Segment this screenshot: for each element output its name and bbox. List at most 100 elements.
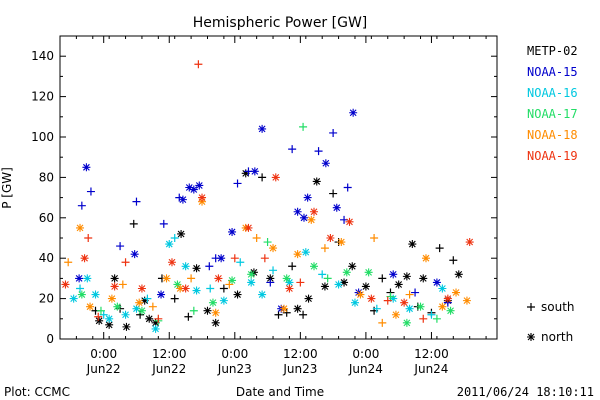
x-tick-label-time: 0:00: [221, 347, 248, 361]
north-point: [151, 324, 160, 333]
south-point: [129, 219, 138, 228]
north-point: [332, 203, 341, 212]
x-tick-label-date: Jun22: [151, 362, 186, 376]
north-point: [337, 238, 346, 247]
north-point: [173, 280, 182, 289]
north-point: [113, 302, 122, 311]
north-point: [192, 286, 201, 295]
south-point: [299, 310, 308, 319]
north-point: [402, 272, 411, 281]
north-point: [405, 304, 414, 313]
x-tick-label-date: Jun22: [86, 362, 121, 376]
south-point: [378, 318, 387, 327]
data-points: [61, 60, 474, 333]
south-point: [258, 173, 267, 182]
marker-legend-label-north: north: [541, 330, 573, 344]
north-point: [334, 280, 343, 289]
south-point: [274, 310, 283, 319]
y-tick-label: 60: [39, 211, 54, 225]
north-point: [400, 298, 409, 307]
north-point: [320, 282, 329, 291]
north-point: [443, 294, 452, 303]
north-point: [310, 262, 319, 271]
north-point: [293, 207, 302, 216]
north-point: [208, 298, 217, 307]
north-point: [247, 278, 256, 287]
north-point: [137, 284, 146, 293]
south-point: [427, 310, 436, 319]
north-point: [299, 213, 308, 222]
south-point: [411, 288, 420, 297]
x-tick-label-date: Jun24: [348, 362, 383, 376]
south-point: [159, 219, 168, 228]
south-point: [84, 234, 93, 242]
north-point: [110, 282, 119, 291]
south-point: [76, 284, 85, 293]
south-point: [372, 304, 381, 313]
north-point: [241, 169, 250, 178]
north-point: [75, 274, 84, 283]
north-point: [452, 288, 461, 297]
north-point: [269, 244, 278, 253]
north-point: [140, 296, 149, 305]
legend-entry-noaa-17: NOAA-17: [527, 107, 578, 121]
south-point: [175, 193, 184, 202]
legend-entry-noaa-19: NOAA-19: [527, 149, 578, 163]
north-point: [76, 223, 85, 232]
north-point: [340, 278, 349, 287]
south-point: [170, 234, 179, 242]
south-point: [99, 310, 108, 319]
north-point: [416, 302, 425, 311]
north-point: [181, 262, 190, 271]
south-point: [329, 189, 338, 198]
south-point: [233, 179, 242, 188]
north-point: [69, 294, 78, 303]
plot-timestamp: 2011/06/24 18:10:11: [457, 385, 594, 399]
marker-legend-label-south: south: [541, 300, 575, 314]
north-point: [77, 290, 86, 299]
south-point: [64, 258, 73, 267]
north-point: [233, 290, 242, 299]
series-metp-02: [91, 169, 463, 331]
south-point: [449, 256, 458, 265]
south-point: [116, 242, 125, 251]
south-point: [329, 128, 338, 137]
north-point: [211, 308, 220, 317]
north-point: [177, 229, 186, 238]
north-point: [105, 320, 114, 329]
north-point: [349, 108, 358, 117]
north-point: [419, 274, 428, 283]
x-tick-label-time: 12:00: [414, 347, 449, 361]
south-point: [77, 201, 86, 210]
north-point: [107, 294, 116, 303]
north-point: [304, 294, 313, 303]
south-point: [269, 266, 278, 275]
south-point: [187, 274, 196, 283]
marker-legend-symbol-north: [527, 333, 535, 341]
north-point: [258, 290, 267, 299]
south-point: [266, 278, 275, 287]
south-point: [320, 244, 329, 253]
north-point: [465, 238, 474, 247]
south-point: [318, 270, 327, 279]
north-point: [271, 173, 280, 182]
north-point: [86, 302, 95, 311]
south-point: [282, 308, 291, 317]
south-point: [86, 187, 95, 196]
y-tick-label: 0: [46, 332, 54, 346]
north-point: [189, 185, 198, 194]
north-point: [219, 296, 228, 305]
north-point: [192, 264, 201, 273]
series-noaa-15: [75, 108, 452, 313]
north-point: [342, 268, 351, 277]
north-point: [293, 250, 302, 259]
north-point: [130, 250, 139, 259]
north-point: [285, 284, 294, 293]
north-point: [321, 159, 330, 168]
north-point: [266, 274, 275, 283]
south-point: [263, 238, 272, 247]
south-point: [206, 284, 215, 293]
south-point: [252, 234, 261, 242]
north-point: [303, 193, 312, 202]
north-point: [326, 234, 335, 242]
